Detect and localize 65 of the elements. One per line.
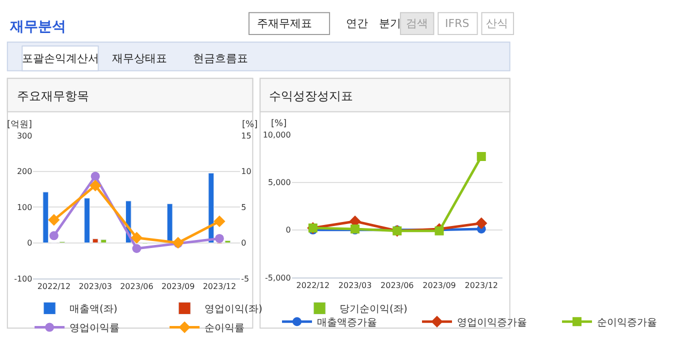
point	[89, 180, 102, 192]
y-axis-title: [억원]	[7, 120, 32, 130]
bar	[166, 204, 173, 244]
legend-label: 영업이익(좌)	[204, 304, 262, 316]
x-tick-label: 2023/03	[338, 281, 372, 290]
point	[172, 236, 184, 249]
text: 재무상태표	[112, 52, 167, 65]
y-tick-label: 5,000	[268, 178, 291, 188]
bar	[84, 198, 90, 244]
legend-label: 영업이익증가율	[457, 318, 527, 329]
text: 현금흐름표	[193, 52, 248, 65]
x-tick-label: 2023/09	[161, 282, 195, 292]
text: 산식	[486, 17, 508, 30]
point	[90, 172, 100, 181]
chart-title: 주요재무항목	[17, 89, 89, 103]
y-tick-label: 0	[27, 238, 32, 248]
text: 주재무제표	[257, 17, 312, 30]
legend-label: 영업이익률	[70, 323, 120, 334]
y2-tick-label: 15	[241, 131, 252, 140]
x-tick-label: 2023/03	[78, 282, 112, 292]
point	[48, 214, 60, 226]
point	[476, 152, 486, 162]
y2-tick-label: 10	[241, 167, 252, 176]
y2-tick-label: 0	[241, 238, 246, 248]
y-tick-label: 300	[16, 131, 32, 140]
legend-label: 순이익률	[204, 323, 245, 334]
x-tick-label: 2023/06	[380, 281, 414, 290]
x-tick-label: 2022/12	[296, 281, 330, 290]
y-tick-label: 10,000	[262, 130, 291, 140]
x-tick-label: 2022/12	[37, 282, 71, 292]
y-tick-label: -5,000	[265, 273, 291, 282]
point	[49, 231, 58, 240]
text: IFRS	[445, 17, 470, 30]
legend-label: 당기순이익(좌)	[340, 304, 408, 316]
point	[130, 232, 143, 244]
x-tick-label: 2023/12	[202, 282, 236, 292]
y2-tick-label: 5	[241, 202, 246, 212]
text: 연간	[346, 17, 368, 30]
point	[214, 234, 224, 243]
point	[132, 244, 142, 253]
point	[476, 217, 488, 230]
bar	[224, 240, 231, 244]
bar	[208, 172, 214, 244]
text: 분기	[379, 17, 401, 30]
y-axis-title: [%]	[271, 119, 287, 129]
bar	[92, 238, 98, 244]
y2-tick-label: -5	[241, 274, 250, 284]
text: 포괄손익계산서	[22, 52, 99, 65]
bar	[100, 239, 107, 244]
legend-label: 순이익증가율	[597, 318, 657, 329]
x-tick-label: 2023/12	[464, 281, 498, 290]
y-tick-label: 0	[286, 226, 291, 235]
point	[214, 215, 226, 228]
text: 재무분석	[9, 19, 66, 35]
y-tick-label: 200	[16, 167, 32, 176]
bar	[42, 192, 49, 244]
legend-label: 매출액(좌)	[70, 304, 118, 316]
y-tick-label: 100	[16, 202, 32, 212]
x-tick-label: 2023/06	[120, 282, 154, 292]
chart-title: 수익성장성지표	[269, 89, 353, 103]
text: 검색	[406, 17, 428, 30]
y2-axis-title: [%]	[242, 120, 258, 130]
y-tick-label: -100	[14, 274, 32, 284]
legend-label: 매출액증가율	[317, 318, 377, 329]
x-tick-label: 2023/09	[422, 281, 456, 290]
